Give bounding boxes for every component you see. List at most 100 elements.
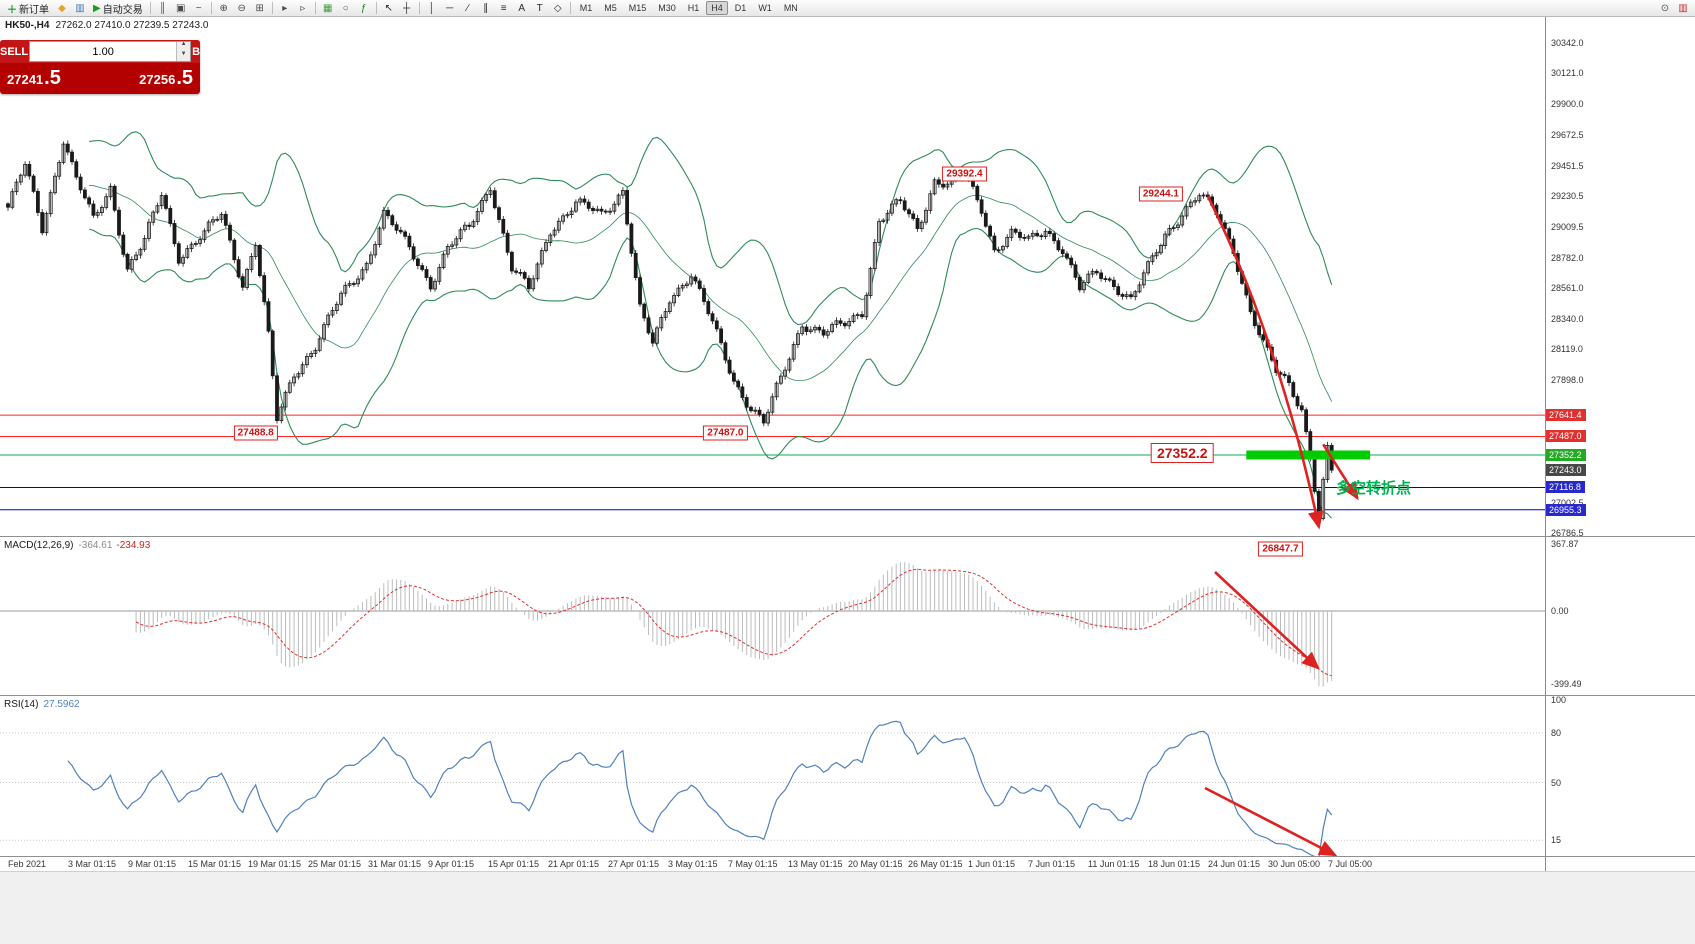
price-axis-label: 27898.0 <box>1551 374 1584 385</box>
one-click-trading-panel: SELL ▲ ▼ BUY 27241.5 27256.5 <box>0 40 200 94</box>
cursor-icon[interactable]: ↖ <box>384 2 393 14</box>
time-axis-label: 7 Jun 01:15 <box>1028 859 1076 869</box>
volume-decrease-button[interactable]: ▼ <box>177 51 191 61</box>
timeframe-m1-button[interactable]: M1 <box>579 3 593 13</box>
candlestick-chart[interactable] <box>0 17 1545 536</box>
price-axis-label: 30342.0 <box>1551 38 1584 48</box>
timeframe-mn-button[interactable]: MN <box>783 3 798 13</box>
time-axis-label: 21 Apr 01:15 <box>548 859 600 869</box>
zoom-in-icon[interactable]: ⊕ <box>219 2 228 14</box>
search-icon[interactable]: ⊙ <box>1660 2 1670 14</box>
one-click-prices: 27241.5 27256.5 <box>0 63 200 94</box>
auto-scroll-icon[interactable]: ▸ <box>282 2 288 14</box>
rsi-label: RSI(14) 27.5962 <box>4 699 80 710</box>
timeframe-d1-button[interactable]: D1 <box>734 3 747 13</box>
panel-splitter-rsi[interactable] <box>0 695 1695 696</box>
price-axis-badge: 27116.8 <box>1546 481 1585 494</box>
price-label-annotation[interactable]: 27488.8 <box>233 425 278 441</box>
horizontal-line-icon[interactable]: ─ <box>446 2 454 14</box>
rsi-trend-arrow[interactable] <box>1204 786 1338 856</box>
rsi-scale-label: 50 <box>1551 777 1562 788</box>
chart-ohlc: 27262.0 27410.0 27239.5 27243.0 <box>55 20 209 31</box>
crosshair-icon[interactable]: ┼ <box>403 2 411 14</box>
zoom-out-icon[interactable]: ⊖ <box>237 2 246 14</box>
macd-name: MACD(12,26,9) <box>4 540 74 551</box>
chart-text-note[interactable]: 多空转折点 <box>1335 479 1411 497</box>
shapes-icon[interactable]: ◇ <box>553 2 562 14</box>
panel-splitter-macd[interactable] <box>0 536 1695 537</box>
time-axis-divider <box>0 856 1695 857</box>
line-chart-icon[interactable]: ~ <box>195 2 202 14</box>
auto-trading-icon: ▶ <box>93 2 101 14</box>
rsi-scale-label: 100 <box>1551 695 1567 705</box>
macd-trend-arrow[interactable] <box>1214 571 1320 670</box>
sell-button[interactable]: SELL <box>0 40 29 63</box>
price-axis-badge: 27243.0 <box>1546 464 1586 477</box>
time-axis-label: 27 Apr 01:15 <box>608 859 660 869</box>
vertical-line-icon[interactable]: │ <box>428 2 435 14</box>
sell-price-main: 27241 <box>7 72 44 87</box>
new-order-button[interactable]: ＋新订单 <box>3 1 53 16</box>
profiles-icon[interactable]: ○ <box>342 2 349 14</box>
fibonacci-icon[interactable]: ≡ <box>500 2 507 14</box>
bollinger-upper-band <box>89 131 1333 326</box>
time-axis-label: 3 Mar 01:15 <box>68 859 117 869</box>
mql5-community-icon[interactable]: ◆ <box>58 2 66 14</box>
chart-shift-icon[interactable]: ▹ <box>300 2 306 14</box>
trend-arrow[interactable] <box>1206 195 1324 530</box>
volume-increase-button[interactable]: ▲ <box>177 41 191 52</box>
auto-trading-button[interactable]: ▶ 自动交易 <box>89 1 147 16</box>
price-label-annotation[interactable]: 27352.2 <box>1150 443 1214 464</box>
price-label-annotation[interactable]: 29392.4 <box>942 166 987 182</box>
price-axis-label: 29451.5 <box>1551 160 1584 171</box>
timeframe-h4-button[interactable]: H4 <box>706 1 728 15</box>
price-label-annotation[interactable]: 27487.0 <box>703 425 748 441</box>
price-axis-label: 28119.0 <box>1551 344 1583 355</box>
price-axis-label: 29672.5 <box>1551 130 1584 141</box>
timeframe-m5-button[interactable]: M5 <box>604 3 617 13</box>
new-order-label: 新订单 <box>19 4 49 16</box>
price-axis-badge: 26955.3 <box>1546 503 1586 516</box>
price-axis-label: 28782.0 <box>1551 252 1584 263</box>
price-axis-badge: 27487.0 <box>1546 430 1586 443</box>
price-axis-label: 26786.5 <box>1551 528 1584 538</box>
new-order-icon: ＋ <box>7 4 17 16</box>
candlestick-chart-icon[interactable]: ▣ <box>175 2 186 14</box>
report-icon[interactable]: ▥ <box>1678 2 1688 14</box>
price-scale: 30342.0 30121.0 29900.0 29672.5 29451.5 29230… <box>1545 17 1695 871</box>
price-axis-label: 28561.0 <box>1551 283 1584 294</box>
price-axis-label: 29009.5 <box>1551 221 1584 232</box>
macd-scale-label: 0.00 <box>1551 606 1569 616</box>
price-axis-badge: 27641.4 <box>1546 409 1586 422</box>
time-axis-label: 1 Jun 01:15 <box>968 859 1016 869</box>
indicators-icon[interactable]: ƒ <box>360 2 367 14</box>
macd-indicator-chart[interactable] <box>0 538 1545 695</box>
time-axis-label: 7 May 01:15 <box>728 859 778 869</box>
text-icon[interactable]: A <box>518 2 526 14</box>
buy-button[interactable]: BUY <box>192 40 200 63</box>
new-chart-icon[interactable]: ▦ <box>322 2 333 14</box>
timeframe-m30-button[interactable]: M30 <box>658 3 676 13</box>
volume-input[interactable] <box>30 42 177 61</box>
timeframe-h1-button[interactable]: H1 <box>687 3 700 13</box>
bar-chart-icon[interactable]: ║ <box>159 2 167 14</box>
rsi-indicator-chart[interactable] <box>0 696 1545 856</box>
trend-arrow[interactable] <box>1322 443 1359 501</box>
support-zone-highlight[interactable] <box>1246 450 1371 460</box>
price-axis-label: 29230.5 <box>1551 191 1584 202</box>
bollinger-lower-band <box>88 227 1333 519</box>
price-label-annotation[interactable]: 26847.7 <box>1258 541 1303 557</box>
time-axis-label: 20 May 01:15 <box>848 859 903 869</box>
channel-icon[interactable]: ∥ <box>483 2 489 14</box>
trendline-icon[interactable]: ∕ <box>466 2 469 14</box>
toolbar-separator <box>271 2 273 14</box>
toolbar-separator <box>210 2 212 14</box>
tile-windows-icon[interactable]: ⊞ <box>255 2 264 14</box>
toolbar-separator <box>375 2 377 14</box>
timeframe-m15-button[interactable]: M15 <box>628 3 647 13</box>
label-icon[interactable]: T <box>536 2 543 14</box>
toolbar-separator <box>314 2 316 14</box>
price-label-annotation[interactable]: 29244.1 <box>1138 186 1183 202</box>
timeframe-w1-button[interactable]: W1 <box>758 3 772 13</box>
depth-of-market-icon[interactable]: ▥ <box>75 2 85 14</box>
